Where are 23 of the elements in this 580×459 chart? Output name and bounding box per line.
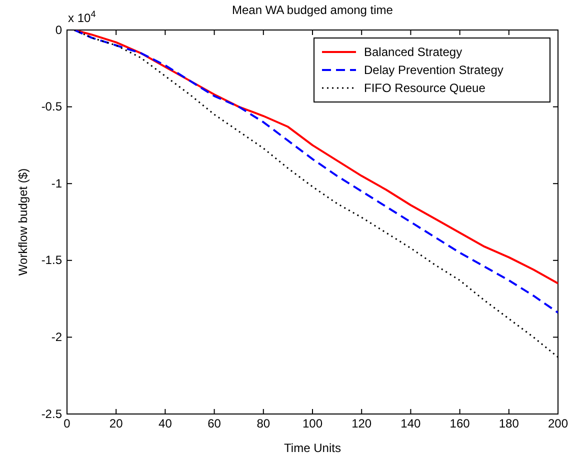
y-tick-label: -1.5 — [41, 253, 62, 268]
legend-label: FIFO Resource Queue — [364, 81, 486, 95]
y-tick-label: -0.5 — [41, 100, 62, 114]
text: x 10$^{4}$ — [68, 9, 96, 25]
y-tick-label: -2.5 — [41, 406, 62, 421]
x-tick-label: 20 — [109, 416, 124, 431]
x-tick-label: 180 — [498, 416, 520, 431]
x-tick-label: 160 — [450, 416, 470, 431]
x-tick-label: 140 — [400, 416, 422, 431]
y-tick-label: 0 — [55, 22, 62, 37]
x-tick-label: 100 — [302, 416, 323, 431]
x-tick-label: 200 — [548, 416, 568, 431]
x-tick-label: 120 — [352, 416, 372, 431]
x-tick-label: 40 — [158, 416, 172, 431]
legend-label: Balanced Strategy — [364, 45, 462, 59]
y-tick-label: -1 — [51, 176, 62, 190]
y-axis-title: Workflow budget ($) — [16, 168, 30, 276]
x-tick-label: 80 — [256, 416, 270, 431]
y-tick-label: -2 — [51, 330, 62, 344]
legend-label: Delay Prevention Strategy — [364, 63, 504, 77]
chart-title: Mean WA budged among time — [232, 3, 394, 17]
x-axis-title: Time Units — [284, 441, 341, 455]
x-tick-label: 60 — [208, 416, 222, 431]
